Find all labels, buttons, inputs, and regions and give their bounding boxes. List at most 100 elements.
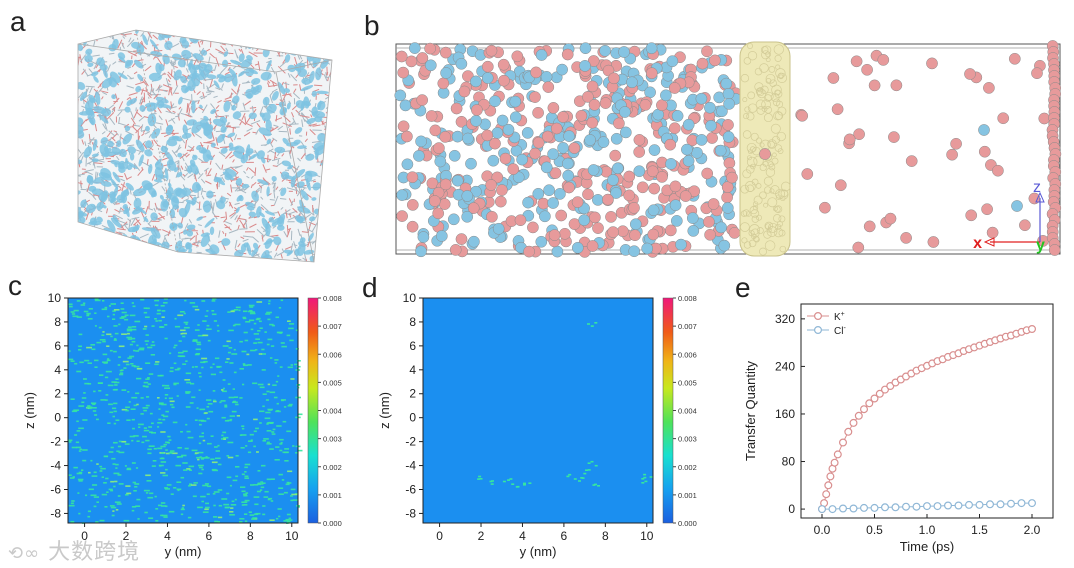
y-tick-label: 2 — [54, 387, 61, 401]
y-tick-label: 2 — [409, 387, 416, 401]
data-point — [824, 481, 833, 490]
y-tick-label: 0 — [54, 411, 61, 425]
panel-label-c: c — [8, 270, 22, 301]
colorbar-tick-label: 0.000 — [678, 519, 697, 528]
axis-indicator: z x y — [973, 179, 1045, 254]
y-tick-label: 8 — [54, 315, 61, 329]
data-point — [965, 500, 974, 509]
x-axis-label: y (nm) — [165, 544, 202, 559]
data-point — [933, 502, 942, 511]
x-tick-label: 6 — [206, 529, 213, 543]
x-tick-label: 1.0 — [919, 523, 936, 537]
x-tick-label: 4 — [164, 529, 171, 543]
data-point — [865, 399, 874, 408]
y-axis: 10 8 6 4 2 0 -2 -4 -6 -8 — [48, 291, 68, 520]
colorbar-tick-label: 0.002 — [323, 463, 342, 472]
colorbar — [662, 297, 674, 524]
colorbar-tick-label: 0.004 — [323, 407, 342, 416]
heatmap-area — [423, 298, 653, 523]
data-point — [838, 438, 847, 447]
x-tick-label: 0 — [81, 529, 88, 543]
axis-x-label: x — [973, 235, 982, 252]
x-tick-label: 8 — [602, 529, 609, 543]
watermark: ⟲∞ 大数跨境 — [8, 534, 140, 566]
data-point — [822, 490, 831, 499]
transfer-chart-e: 0.0 0.5 1.0 1.5 2.0 0 80 160 240 320 Time (ps) Tran… — [743, 303, 1054, 554]
x-axis: 0.0 0.5 1.0 1.5 2.0 — [814, 514, 1041, 537]
data-point — [1017, 499, 1026, 508]
y-tick-label: -4 — [405, 459, 416, 473]
x-axis-label: y (nm) — [520, 544, 557, 559]
x-tick-label: 1.5 — [971, 523, 988, 537]
colorbar-tick-label: 0.001 — [678, 491, 697, 500]
colorbar-tick-label: 0.004 — [678, 407, 697, 416]
y-tick-label: -2 — [50, 435, 61, 449]
data-point — [828, 505, 837, 514]
heatmap-spots — [477, 322, 653, 488]
data-point — [902, 502, 911, 511]
y-tick-label: -8 — [405, 506, 416, 520]
data-point — [912, 502, 921, 511]
y-tick-label: -4 — [50, 459, 61, 473]
y-tick-label: 8 — [409, 315, 416, 329]
data-point — [826, 472, 835, 481]
data-point — [830, 458, 839, 467]
data-point — [849, 504, 858, 513]
data-point — [891, 503, 900, 512]
y-tick-label: 160 — [775, 407, 795, 421]
y-tick-label: 6 — [54, 339, 61, 353]
series-k — [817, 325, 1037, 514]
colorbar-tick-label: 0.008 — [323, 294, 342, 303]
x-tick-label: 10 — [640, 529, 654, 543]
panel-label-a: a — [10, 6, 26, 37]
y-tick-label: 320 — [775, 312, 795, 326]
data-point — [1007, 499, 1016, 508]
data-point — [854, 411, 863, 420]
y-tick-label: 0 — [788, 502, 795, 516]
data-point — [844, 427, 853, 436]
y-tick-label: -6 — [50, 482, 61, 496]
watermark-logo-icon: ⟲∞ — [8, 543, 41, 564]
x-tick-label: 2 — [123, 529, 130, 543]
data-point — [881, 503, 890, 512]
data-point — [881, 385, 890, 394]
colorbar-tick-label: 0.003 — [323, 435, 342, 444]
x-tick-label: 8 — [247, 529, 254, 543]
data-point — [1028, 499, 1037, 508]
membrane-layer — [739, 41, 791, 257]
x-tick-label: 2.0 — [1024, 523, 1041, 537]
data-point — [954, 501, 963, 510]
data-point — [923, 502, 932, 511]
x-tick-label: 6 — [561, 529, 568, 543]
data-point — [859, 503, 868, 512]
colorbar-tick-label: 0.003 — [678, 435, 697, 444]
colorbar-tick-label: 0.007 — [678, 322, 697, 331]
y-tick-label: 6 — [409, 339, 416, 353]
y-tick-label: 240 — [775, 359, 795, 373]
data-point — [996, 500, 1005, 509]
colorbar-tick-label: 0.005 — [678, 378, 697, 387]
colorbar-tick-label: 0.005 — [323, 378, 342, 387]
y-axis: 10 8 6 4 2 0 -2 -4 -6 -8 — [403, 291, 423, 520]
y-tick-label: -2 — [405, 435, 416, 449]
data-point — [875, 389, 884, 398]
x-axis-label: Time (ps) — [900, 539, 954, 554]
data-point — [833, 450, 842, 459]
y-axis-label: z (nm) — [22, 392, 37, 429]
colorbar-tick-label: 0.007 — [323, 322, 342, 331]
colorbar-tick-label: 0.008 — [678, 294, 697, 303]
x-tick-label: 2 — [478, 529, 485, 543]
legend-label: K+ — [834, 311, 845, 323]
legend-item: Cl- — [807, 325, 846, 337]
legend-label: Cl- — [834, 325, 846, 337]
data-point — [849, 418, 858, 427]
data-point — [838, 504, 847, 513]
axis-y-label: y — [1036, 237, 1045, 254]
colorbar-tick-label: 0.006 — [678, 350, 697, 359]
colorbar-tick-label: 0.001 — [323, 491, 342, 500]
membrane-simulation-view: z x y — [394, 40, 1062, 258]
y-axis-label: Transfer Quantity — [743, 361, 758, 461]
simulation-box-3d — [77, 29, 333, 263]
axis-z-label: z — [1033, 179, 1041, 196]
panel-label-b: b — [364, 10, 380, 41]
